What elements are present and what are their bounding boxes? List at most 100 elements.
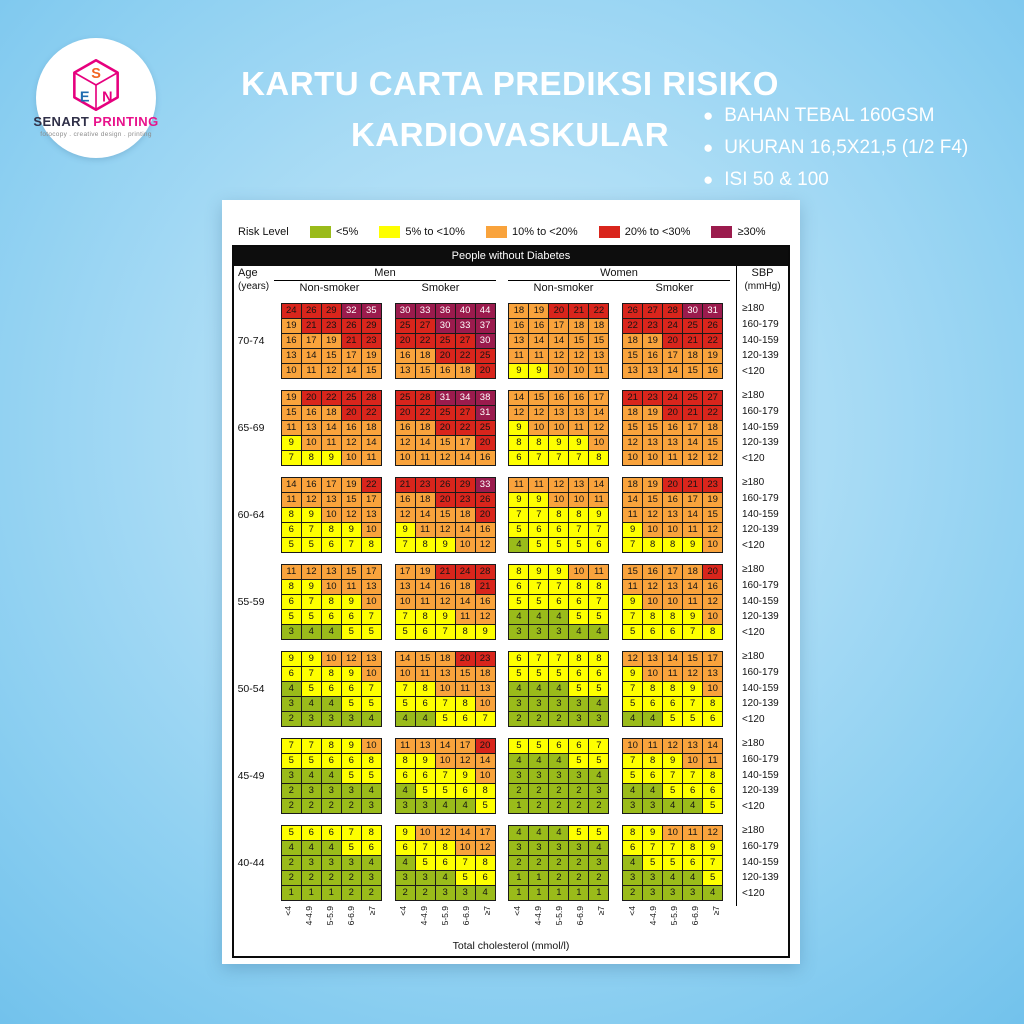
risk-cell: 5: [642, 854, 664, 871]
risk-cell: 28: [662, 302, 684, 319]
risk-cell: 9: [682, 680, 704, 697]
risk-cell: 3: [320, 782, 342, 799]
cholesterol-ticks: <4 4-4.9 5-5.9 6-6.9 ≥7: [507, 906, 612, 940]
risk-cell: 15: [642, 491, 664, 508]
chart-column-headers: Age (years) Men Non-smoker Smoker Women …: [234, 266, 788, 297]
risk-cell: 12: [300, 491, 322, 508]
risk-cell: 11: [508, 347, 530, 364]
legend-swatch-icon: [379, 226, 401, 238]
risk-cell: 3: [280, 623, 302, 640]
risk-cell: 11: [414, 593, 436, 610]
risk-cell: 5: [360, 767, 382, 784]
risk-cell: 2: [508, 854, 530, 871]
risk-cell: 6: [528, 521, 550, 538]
feature-quantity: ISI 50 & 100: [724, 169, 829, 190]
risk-cell: 5: [588, 824, 610, 841]
risk-cell: 4: [622, 854, 644, 871]
risk-cell: 18: [414, 419, 436, 436]
risk-cell: 24: [454, 563, 476, 580]
risk-cell: 13: [642, 650, 664, 667]
risk-cell: 13: [320, 491, 342, 508]
risk-cell: 4: [588, 695, 610, 712]
product-features: ● BAHAN TEBAL 160GSM ● UKURAN 16,5X21,5 …: [703, 100, 968, 196]
risk-cell: 8: [474, 854, 496, 871]
risk-cell: 5: [508, 593, 530, 610]
risk-cell: 4: [320, 767, 342, 784]
risk-cell: 3: [548, 839, 570, 856]
risk-cell: 22: [702, 404, 724, 421]
risk-cell: 34: [454, 389, 476, 406]
page-title-line1: KARTU CARTA PREDIKSI RISIKO: [241, 65, 779, 102]
risk-cell: 7: [300, 737, 322, 754]
risk-cell: 5: [280, 608, 302, 625]
risk-cell: 14: [588, 476, 610, 493]
risk-cell: 12: [474, 839, 496, 856]
risk-grid-women-smoker: 26 27 28 30 31 22 23 24 25 26 18 19 20 21 22 15 16 17 18 19…: [622, 302, 724, 379]
risk-cell: 15: [414, 650, 436, 667]
risk-cell: 10: [320, 506, 342, 523]
risk-cell: 1: [568, 884, 590, 901]
risk-cell: 2: [588, 869, 610, 886]
risk-cell: 18: [320, 404, 342, 421]
men-section-header: Men Non-smoker Smoker: [268, 266, 502, 297]
risk-cell: 7: [682, 767, 704, 784]
risk-cell: 6: [662, 623, 684, 640]
risk-cell: 27: [702, 389, 724, 406]
risk-cell: 17: [588, 389, 610, 406]
sbp-tick: 140-159: [742, 421, 779, 433]
risk-cell: 2: [394, 884, 416, 901]
risk-cell: 6: [548, 593, 570, 610]
risk-grid-men-smoker: 17 19 21 24 28 13 14 16 18 21 10 11 12 14 16 7 8 9 11 12 5 6 7…: [394, 563, 496, 640]
risk-cell: 10: [320, 578, 342, 595]
risk-cell: 9: [548, 563, 570, 580]
risk-cell: 4: [394, 710, 416, 727]
risk-cell: 6: [568, 593, 590, 610]
cholesterol-tick: <4: [397, 906, 408, 916]
risk-cell: 30: [394, 302, 416, 319]
risk-cell: 8: [702, 767, 724, 784]
risk-cell: 24: [662, 317, 684, 334]
men-smoker-header: Smoker: [421, 282, 460, 294]
risk-cell: 19: [702, 491, 724, 508]
risk-cell: 13: [414, 737, 436, 754]
risk-cell: 8: [588, 578, 610, 595]
risk-cell: 3: [642, 797, 664, 814]
risk-cell: 23: [702, 476, 724, 493]
risk-cell: 11: [414, 521, 436, 538]
risk-cell: 7: [300, 521, 322, 538]
risk-cell: 8: [588, 650, 610, 667]
risk-cell: 1: [548, 884, 570, 901]
sbp-tick: 160-179: [742, 666, 779, 678]
risk-cell: 4: [588, 839, 610, 856]
risk-cell: 3: [300, 710, 322, 727]
risk-cell: 19: [702, 347, 724, 364]
risk-cell: 7: [682, 623, 704, 640]
risk-cell: 8: [528, 434, 550, 451]
risk-cell: 6: [280, 521, 302, 538]
risk-cell: 17: [702, 650, 724, 667]
risk-grids: 14 16 17 19 22 11 12 13 15 17 8 9 10 12 13 6 7 8 9 10 5 5 6 7 8 2…: [268, 476, 736, 553]
risk-cell: 3: [642, 884, 664, 901]
logo-name-primary: SENART: [33, 114, 90, 129]
risk-cell: 1: [508, 869, 530, 886]
risk-cell: 11: [394, 737, 416, 754]
sbp-tick: 160-179: [742, 492, 779, 504]
risk-cell: 8: [642, 680, 664, 697]
risk-cell: 4: [508, 752, 530, 769]
sbp-scale: ≥180 160-179 140-159 120-139 <120: [736, 471, 788, 558]
sbp-tick: 160-179: [742, 579, 779, 591]
risk-cell: 16: [702, 578, 724, 595]
risk-cell: 4: [528, 680, 550, 697]
risk-cell: 7: [568, 521, 590, 538]
risk-legend-title: Risk Level: [238, 226, 289, 238]
risk-cell: 12: [434, 593, 456, 610]
risk-cell: 12: [622, 434, 644, 451]
risk-cell: 7: [340, 824, 362, 841]
bullet-icon: ●: [703, 106, 714, 125]
age-block-55-59: 55-59 11 12 13 15 17 8 9 10 11 13 6 7 8 9 10 5 5 6 6 7 3 4 4 5 5 1…: [234, 558, 788, 645]
risk-cell: 12: [548, 347, 570, 364]
risk-cell: 3: [662, 884, 684, 901]
risk-cell: 2: [548, 710, 570, 727]
risk-cell: 5: [280, 824, 302, 841]
age-header-label: Age: [238, 267, 258, 279]
